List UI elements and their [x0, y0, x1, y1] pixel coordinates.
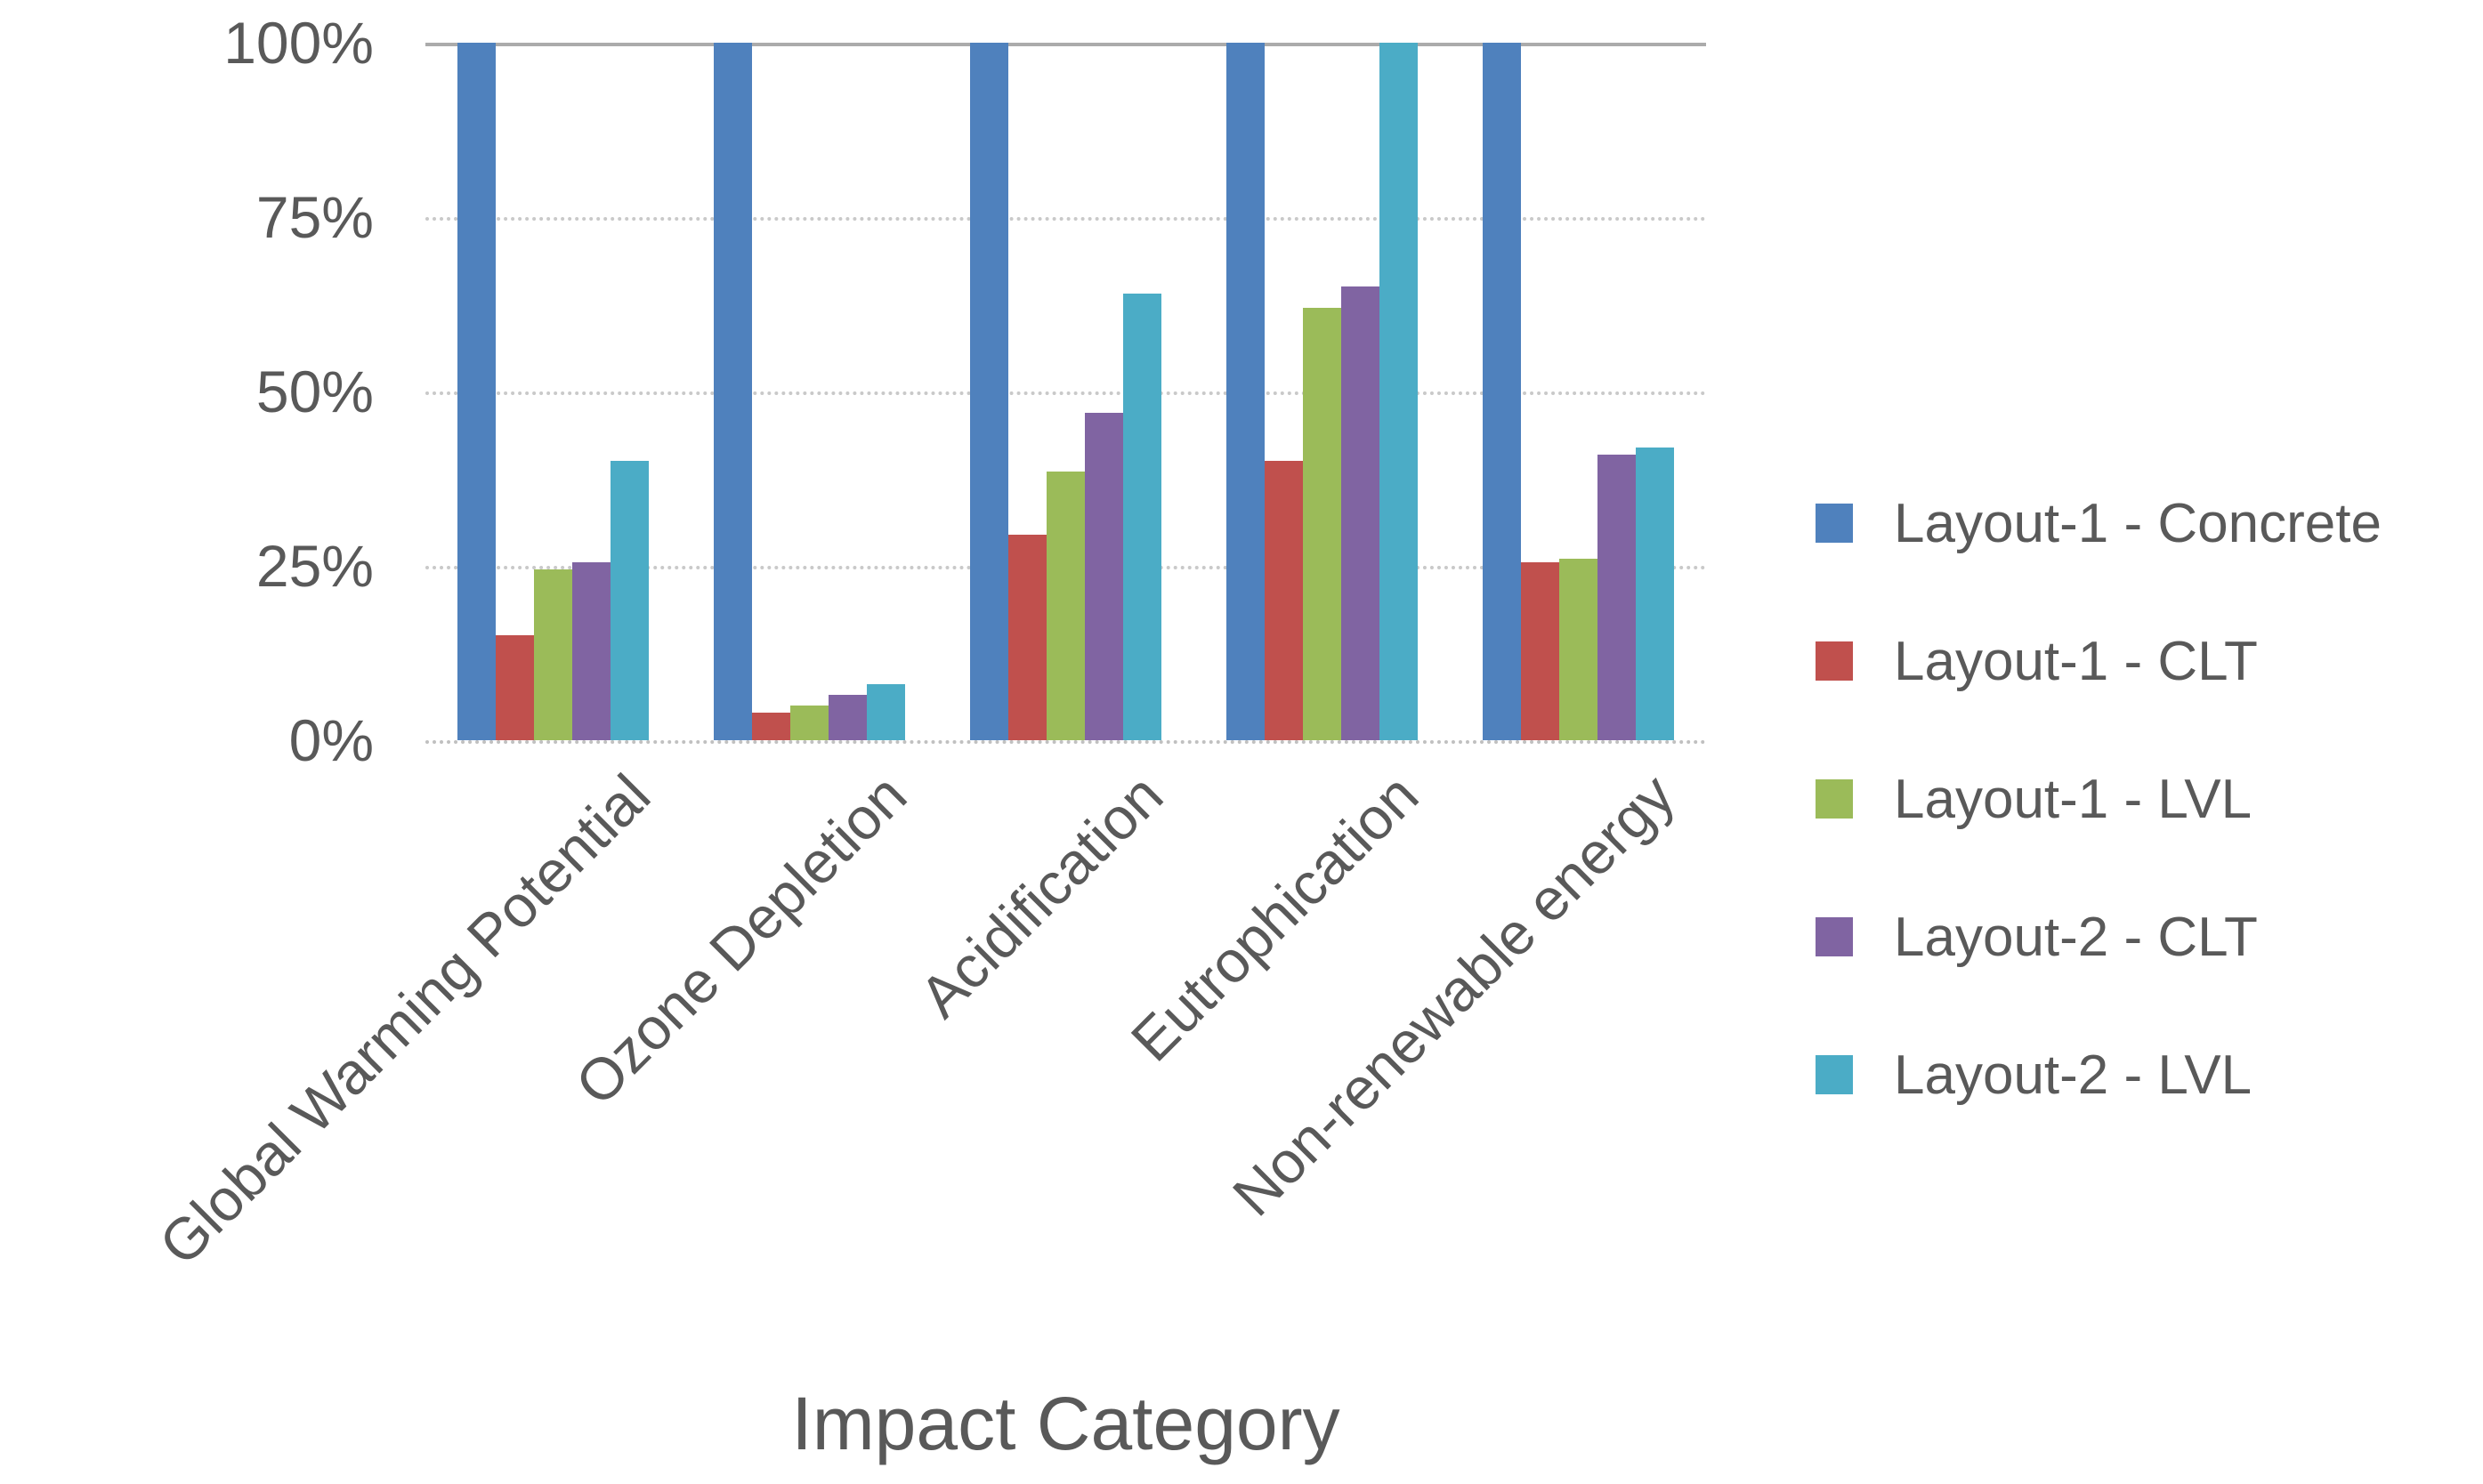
bar-global-warming-potential-layout-1-lvl: [534, 569, 573, 740]
bar-ozone-depletion-layout-1-clt: [752, 712, 791, 740]
y-tick-label-25: 25%: [255, 533, 374, 599]
bar-eutrophication-layout-2-clt: [1340, 286, 1379, 740]
legend-label: Layout-1 - Concrete: [1894, 492, 2382, 554]
legend-swatch-icon: [1816, 1055, 1853, 1094]
bar-eutrophication-layout-1-concrete: [1225, 43, 1265, 740]
gridline-75: [425, 217, 1706, 221]
bar-non-renewable-energy-layout-2-lvl: [1635, 447, 1674, 740]
y-tick-label-100: 100%: [223, 10, 374, 76]
bar-non-renewable-energy-layout-1-concrete: [1482, 43, 1521, 740]
gridline-0: [425, 740, 1706, 744]
gridline-50: [425, 391, 1706, 395]
legend-item-layout-2-clt: Layout-2 - CLT: [1816, 907, 2382, 968]
bar-eutrophication-layout-1-clt: [1264, 461, 1303, 740]
legend-label: Layout-1 - LVL: [1894, 768, 2252, 830]
y-tick-label-0: 0%: [288, 707, 374, 773]
gridline-100: [425, 43, 1706, 46]
legend-swatch-icon: [1816, 779, 1853, 819]
y-tick-label-50: 50%: [255, 359, 374, 424]
bar-global-warming-potential-layout-1-clt: [496, 635, 535, 740]
legend: Layout-1 - Concrete Layout-1 - CLT Layout-…: [1816, 492, 2382, 1184]
bar-acidification-layout-1-lvl: [1047, 472, 1085, 740]
legend-label: Layout-2 - LVL: [1894, 1044, 2252, 1106]
bar-non-renewable-energy-layout-1-lvl: [1558, 559, 1597, 740]
x-axis-title: Impact Category: [791, 1382, 1340, 1465]
bar-global-warming-potential-layout-1-concrete: [457, 43, 497, 740]
legend-swatch-icon: [1816, 917, 1853, 956]
y-tick-label-75: 75%: [255, 184, 374, 250]
bar-acidification-layout-2-clt: [1085, 412, 1123, 740]
bar-acidification-layout-1-concrete: [970, 43, 1008, 740]
bar-non-renewable-energy-layout-2-clt: [1597, 454, 1636, 740]
legend-swatch-icon: [1816, 504, 1853, 543]
bar-acidification-layout-1-clt: [1008, 534, 1047, 740]
bar-non-renewable-energy-layout-1-clt: [1520, 562, 1559, 740]
legend-item-layout-1-concrete: Layout-1 - Concrete: [1816, 492, 2382, 554]
bar-eutrophication-layout-2-lvl: [1379, 43, 1418, 740]
bar-ozone-depletion-layout-2-clt: [829, 695, 868, 740]
legend-item-layout-1-clt: Layout-1 - CLT: [1816, 630, 2382, 692]
bar-eutrophication-layout-1-lvl: [1302, 307, 1341, 740]
plot-area: [425, 43, 1706, 744]
bar-global-warming-potential-layout-2-lvl: [611, 461, 650, 740]
legend-item-layout-2-lvl: Layout-2 - LVL: [1816, 1044, 2382, 1106]
bar-ozone-depletion-layout-1-concrete: [714, 43, 753, 740]
bar-acidification-layout-2-lvl: [1123, 294, 1161, 740]
legend-label: Layout-1 - CLT: [1894, 630, 2258, 692]
legend-label: Layout-2 - CLT: [1894, 906, 2258, 968]
bar-ozone-depletion-layout-2-lvl: [867, 684, 906, 740]
legend-swatch-icon: [1816, 641, 1853, 681]
bar-global-warming-potential-layout-2-clt: [572, 562, 611, 740]
bar-ozone-depletion-layout-1-lvl: [790, 705, 829, 740]
legend-item-layout-1-lvl: Layout-1 - LVL: [1816, 769, 2382, 830]
